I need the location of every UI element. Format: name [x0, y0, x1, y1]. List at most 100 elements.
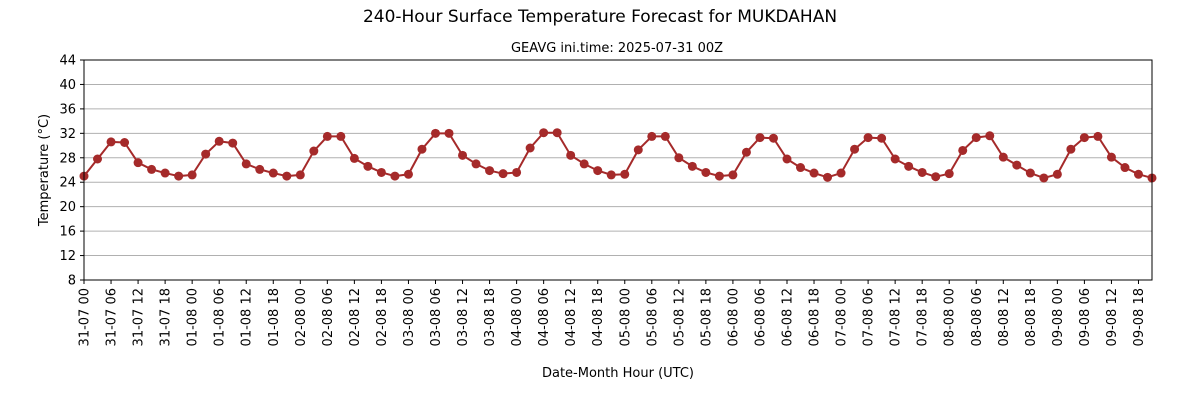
data-point: [890, 154, 900, 164]
data-point: [336, 131, 346, 141]
data-point: [201, 149, 211, 159]
data-point: [1093, 131, 1103, 141]
x-tick-label: 04-08 00: [510, 288, 525, 346]
data-point: [120, 138, 130, 147]
x-tick-label: 06-08 06: [753, 288, 768, 346]
x-tick-label: 05-08 00: [618, 288, 633, 346]
data-point: [187, 170, 197, 180]
data-point: [647, 131, 657, 141]
x-tick-label: 03-08 12: [456, 288, 471, 346]
y-axis-label: Temperature (°C): [37, 114, 52, 227]
data-point: [809, 168, 819, 178]
x-tick-label: 01-08 18: [267, 288, 282, 346]
data-point: [917, 167, 927, 177]
data-point: [566, 150, 576, 160]
data-point: [133, 158, 143, 168]
x-tick-label: 04-08 18: [591, 288, 606, 346]
data-point: [877, 133, 887, 143]
data-point: [768, 133, 778, 143]
data-point: [1079, 133, 1089, 143]
data-point: [430, 128, 440, 138]
x-tick-label: 01-08 06: [213, 288, 228, 346]
data-point: [512, 167, 522, 177]
data-point: [633, 145, 643, 155]
x-axis: 31-07 00 31-07 06 31-07 12 31-07 18 01-08 00…: [78, 280, 1147, 346]
x-tick-label: 07-08 12: [889, 288, 904, 346]
data-point: [579, 159, 589, 169]
x-tick-label: 01-08 00: [186, 288, 201, 346]
x-tick-label: 09-08 18: [1132, 288, 1147, 346]
data-point: [971, 133, 981, 143]
data-point: [539, 128, 549, 138]
data-point: [593, 166, 603, 176]
data-point: [228, 138, 238, 148]
data-point: [904, 161, 914, 171]
data-point: [444, 128, 454, 138]
data-point: [944, 169, 954, 179]
x-tick-label: 08-08 12: [997, 288, 1012, 346]
data-point: [985, 131, 995, 141]
x-tick-label: 09-08 12: [1105, 288, 1120, 346]
x-tick-label: 06-08 12: [780, 288, 795, 346]
data-point: [1120, 163, 1130, 173]
chart-title: 240-Hour Surface Temperature Forecast fo…: [363, 7, 837, 27]
data-point: [958, 145, 968, 155]
data-point: [620, 169, 630, 179]
data-point: [796, 163, 806, 173]
y-tick-label: 40: [59, 78, 76, 93]
x-tick-label: 03-08 06: [429, 288, 444, 346]
y-tick-label: 8: [68, 274, 76, 289]
data-point: [147, 164, 157, 174]
data-point: [295, 170, 305, 180]
data-point: [241, 159, 251, 169]
data-point: [674, 153, 684, 163]
data-point: [1066, 144, 1076, 154]
data-point: [403, 169, 413, 179]
data-point: [741, 147, 751, 157]
x-tick-label: 02-08 06: [321, 288, 336, 346]
data-point: [931, 172, 941, 182]
y-tick-label: 44: [59, 54, 76, 69]
data-point: [525, 143, 535, 153]
chart-subtitle: GEAVG ini.time: 2025-07-31 00Z: [511, 41, 723, 56]
x-axis-label: Date-Month Hour (UTC): [542, 366, 694, 381]
y-tick-label: 20: [59, 200, 76, 215]
x-tick-label: 31-07 06: [105, 288, 120, 346]
data-point: [836, 168, 846, 178]
data-point: [485, 166, 495, 176]
data-point: [998, 152, 1008, 162]
data-point: [376, 167, 386, 177]
data-point: [552, 128, 562, 138]
x-tick-label: 07-08 18: [916, 288, 931, 346]
data-point: [1012, 160, 1022, 170]
data-point: [606, 170, 616, 180]
data-point: [214, 136, 224, 146]
data-point: [850, 144, 860, 154]
data-point: [755, 133, 765, 143]
x-tick-label: 31-07 18: [159, 288, 174, 346]
data-point: [1133, 169, 1143, 179]
y-tick-label: 12: [59, 249, 76, 264]
y-tick-label: 16: [59, 225, 76, 240]
data-point: [1025, 168, 1035, 178]
data-point: [458, 150, 468, 160]
y-tick-label: 28: [59, 151, 76, 166]
data-point: [106, 137, 116, 147]
data-point: [268, 168, 278, 178]
x-tick-label: 08-08 06: [970, 288, 985, 346]
data-point: [701, 167, 711, 177]
x-tick-label: 01-08 12: [240, 288, 255, 346]
data-point: [174, 171, 184, 181]
x-tick-label: 04-08 12: [564, 288, 579, 346]
data-point: [728, 170, 738, 180]
data-point: [390, 171, 400, 181]
data-point: [93, 154, 103, 164]
data-point: [417, 144, 427, 154]
x-tick-label: 05-08 18: [699, 288, 714, 346]
data-point: [714, 171, 724, 181]
data-point: [322, 131, 332, 141]
x-tick-label: 06-08 00: [726, 288, 741, 346]
data-point: [863, 133, 873, 143]
